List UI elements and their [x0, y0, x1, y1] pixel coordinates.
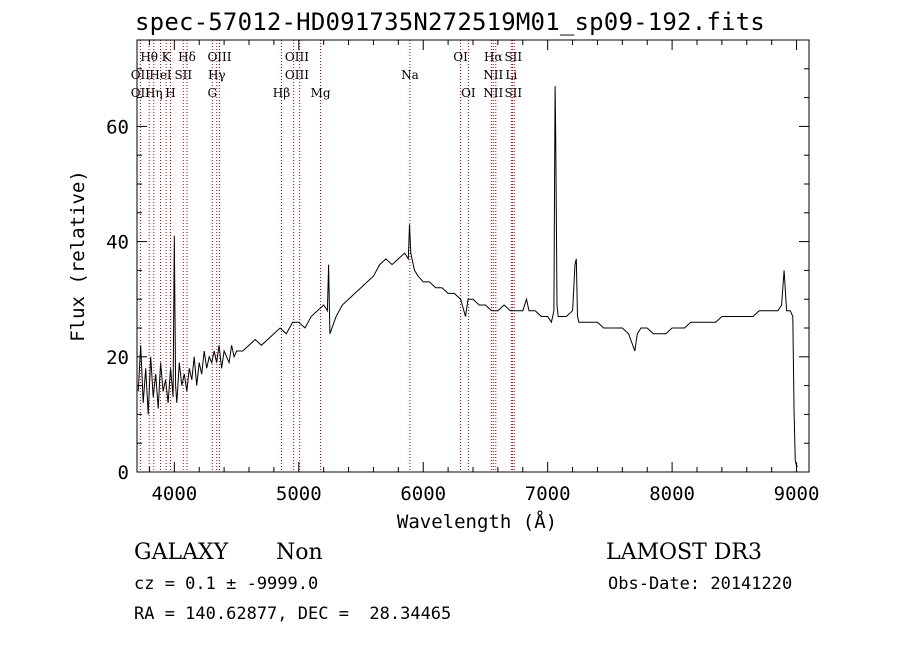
plot-frame	[136, 39, 810, 473]
spectral-line-label: SII	[504, 86, 522, 100]
x-tick-label: 6000	[400, 483, 446, 505]
spectral-line-label: OI	[461, 86, 476, 100]
spectral-line-label: Hη	[145, 86, 163, 100]
spectral-line-label: SII	[504, 50, 522, 64]
x-tick-label: 4000	[151, 483, 197, 505]
spectral-line-label: OIII	[207, 50, 231, 64]
spectral-line-label: SII	[174, 68, 192, 82]
x-tick-label: 5000	[276, 483, 322, 505]
x-axis-label: Wavelength (Å)	[397, 510, 557, 533]
spectral-line-label: OII	[131, 68, 151, 82]
y-tick-label: 0	[118, 462, 129, 484]
obs-date-line: Obs-Date: 20141220	[608, 574, 793, 594]
survey-label: LAMOST DR3	[606, 540, 762, 565]
spectral-line-label: Na	[401, 68, 419, 82]
object-subclass: Non	[276, 540, 323, 565]
spectral-line-label: NII	[483, 68, 503, 82]
y-axis-label: Flux (relative)	[67, 170, 89, 342]
spectral-line-label: OIII	[285, 68, 309, 82]
chart-title: spec-57012-HD091735N272519M01_sp09-192.f…	[135, 8, 765, 36]
spectral-line-label: Hθ	[140, 50, 158, 64]
spectral-line-label: Hα	[484, 50, 503, 64]
spectral-line-label: HeI	[149, 68, 172, 82]
spectral-line-label: Hγ	[208, 68, 226, 82]
spectral-line-label: Li	[505, 68, 517, 82]
ra-dec-line: RA = 140.62877, DEC = 28.34465	[134, 604, 452, 624]
spectral-line-label: OIII	[285, 50, 309, 64]
spectral-line-label: H	[165, 86, 175, 100]
spectral-line-label: Hβ	[273, 86, 290, 100]
y-tick-label: 40	[106, 232, 129, 254]
x-tick-label: 9000	[774, 483, 820, 505]
x-tick-label: 7000	[525, 483, 571, 505]
x-tick-label: 8000	[649, 483, 695, 505]
spectral-line-label: K	[162, 50, 172, 64]
y-tick-label: 60	[106, 116, 129, 138]
spectral-line-label: Mg	[311, 86, 331, 100]
spectral-line-label: G	[207, 86, 217, 100]
spectral-line-label: Hδ	[178, 50, 196, 64]
spectrum-line	[137, 86, 798, 467]
y-tick-label: 20	[106, 347, 129, 369]
cz-line: cz = 0.1 ± -9999.0	[134, 574, 319, 594]
spectral-line-label: OII	[131, 86, 151, 100]
object-class: GALAXY	[134, 540, 229, 565]
spectral-line-label: OI	[453, 50, 468, 64]
spectral-line-label: NII	[483, 86, 503, 100]
